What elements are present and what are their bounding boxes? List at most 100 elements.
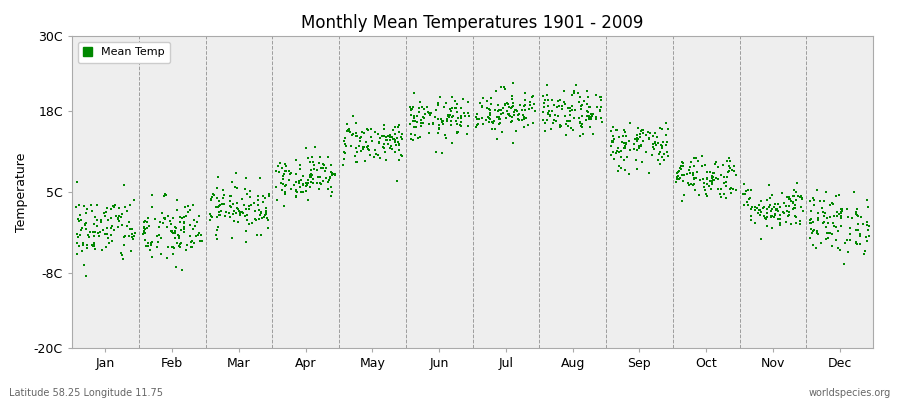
Point [231, 206, 246, 213]
Point [639, 132, 653, 138]
Point [821, 229, 835, 236]
Point [257, 212, 272, 219]
Point [76, 262, 91, 268]
Point [169, 240, 184, 246]
Point [240, 217, 255, 224]
Point [379, 156, 393, 163]
Point [442, 114, 456, 120]
Point [687, 176, 701, 182]
Point [845, 214, 859, 221]
Point [436, 121, 450, 127]
Point [849, 240, 863, 246]
Point [74, 217, 88, 223]
Point [793, 194, 807, 200]
Point [788, 197, 803, 204]
Point [536, 117, 551, 123]
Point [770, 216, 785, 222]
Point [258, 208, 273, 215]
Point [824, 230, 838, 236]
Point [296, 181, 310, 188]
Point [716, 162, 730, 168]
Point [413, 134, 428, 140]
Point [787, 187, 801, 193]
Point [324, 162, 338, 168]
Point [536, 100, 551, 106]
Point [117, 234, 131, 240]
Point [705, 179, 719, 186]
Point [620, 154, 634, 160]
Point [183, 233, 197, 239]
Point [617, 143, 632, 150]
Point [461, 110, 475, 116]
Point [547, 102, 562, 108]
Point [689, 174, 704, 181]
Point [571, 90, 585, 96]
Point [122, 226, 137, 232]
Point [861, 204, 876, 211]
Point [773, 212, 788, 218]
Point [781, 203, 796, 210]
Point [837, 261, 851, 267]
Point [346, 112, 361, 119]
Point [106, 227, 121, 233]
Point [594, 115, 608, 121]
Point [489, 88, 503, 95]
Point [360, 126, 374, 133]
Point [190, 219, 204, 225]
Point [441, 112, 455, 119]
Point [448, 98, 463, 104]
Point [673, 164, 688, 171]
Point [536, 109, 551, 115]
Point [670, 170, 684, 176]
Point [416, 114, 430, 120]
Point [248, 215, 262, 222]
Point [476, 120, 491, 127]
Point [698, 187, 712, 194]
Point [575, 102, 590, 108]
Point [699, 176, 714, 182]
Point [254, 209, 268, 215]
Point [258, 204, 273, 211]
Point [210, 185, 224, 191]
Point [414, 120, 428, 126]
Point [760, 196, 774, 203]
Point [361, 143, 375, 149]
Point [238, 206, 253, 212]
Point [126, 236, 140, 243]
Point [421, 121, 436, 127]
Point [283, 171, 297, 177]
Point [817, 213, 832, 219]
Point [765, 225, 779, 231]
Point [158, 216, 173, 222]
Point [743, 195, 758, 201]
Point [277, 203, 292, 209]
Point [157, 220, 171, 227]
Point [860, 238, 874, 244]
Point [429, 149, 444, 156]
Point [831, 213, 845, 219]
Point [493, 84, 508, 90]
Point [235, 210, 249, 216]
Point [96, 210, 111, 216]
Point [762, 182, 777, 188]
Point [109, 213, 123, 219]
Point [715, 194, 729, 200]
Point [238, 228, 253, 235]
Point [554, 122, 568, 129]
Point [695, 163, 709, 169]
Point [617, 156, 632, 163]
Point [346, 131, 360, 138]
Point [688, 155, 703, 162]
Point [407, 124, 421, 130]
Point [517, 124, 531, 130]
Point [177, 220, 192, 226]
Point [212, 208, 226, 215]
Point [656, 139, 670, 146]
Point [436, 118, 450, 124]
Point [449, 118, 464, 124]
Point [117, 241, 131, 248]
Point [788, 213, 802, 220]
Point [581, 116, 596, 122]
Point [540, 82, 554, 88]
Point [232, 212, 247, 218]
